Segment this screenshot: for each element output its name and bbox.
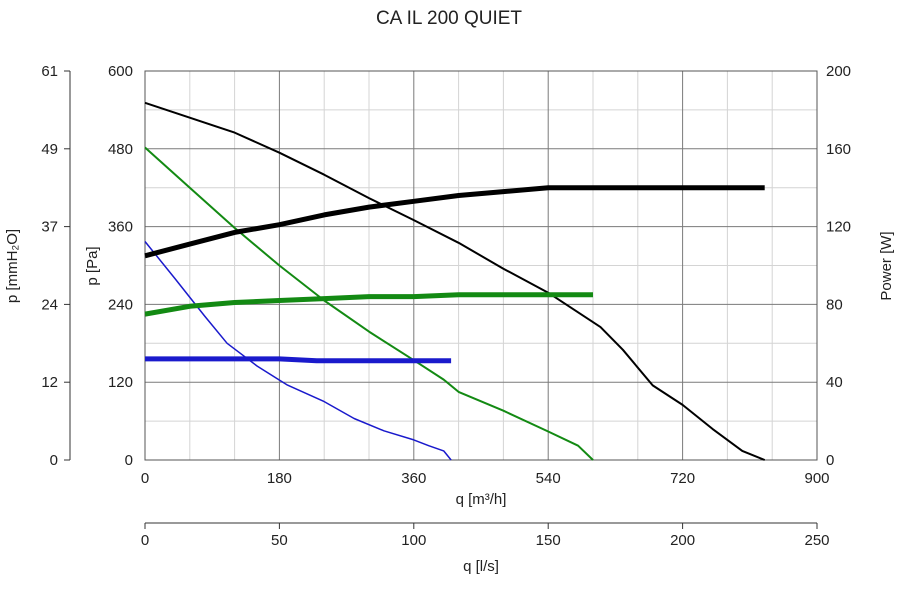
y-tick-label: 0 [125,452,133,469]
series-layer [144,101,766,461]
x2-tick-label: 50 [271,532,288,549]
axes-layer [69,71,817,524]
x2-tick-label: 250 [804,532,829,549]
x2-tick-label: 100 [401,532,426,549]
y-tick-label: 240 [108,296,133,313]
y-right-tick-label: 80 [826,296,843,313]
power-curve-3 [144,185,765,259]
y-outer-tick-label: 61 [41,63,58,80]
y-axis-label: p [Pa] [84,246,101,285]
y-outer-tick-label: 49 [41,141,58,158]
grid-layer [145,71,817,460]
plot-frame [144,70,818,461]
y-right-tick-label: 160 [826,141,851,158]
x2-tick-label: 150 [536,532,561,549]
y-outer-tick-label: 37 [41,219,58,236]
y-right-tick-label: 0 [826,452,834,469]
y-tick-label: 120 [108,374,133,391]
x2-axis-label: q [l/s] [463,558,499,575]
y-tick-label: 360 [108,219,133,236]
x-tick-label: 540 [536,470,561,487]
y-tick-label: 600 [108,63,133,80]
x2-tick-label: 0 [141,532,149,549]
y-right-tick-label: 200 [826,63,851,80]
y-right-tick-label: 40 [826,374,843,391]
y-right-axis-label: Power [W] [878,231,895,300]
y-outer-axis-label: p [mmH₂O] [4,229,21,303]
x-tick-label: 0 [141,470,149,487]
x-axis-label: q [m³/h] [456,491,507,508]
y-outer-tick-label: 0 [50,452,58,469]
x-tick-label: 900 [804,470,829,487]
x-tick-label: 180 [267,470,292,487]
x-tick-label: 360 [401,470,426,487]
pressure-curve-2 [144,241,452,461]
power-curve-5 [145,356,452,364]
y-right-tick-label: 120 [826,219,851,236]
power-curve-4 [144,292,593,317]
x2-tick-label: 200 [670,532,695,549]
y-outer-tick-label: 12 [41,374,58,391]
chart-title: CA IL 200 QUIET [376,8,522,29]
y-outer-tick-label: 24 [41,296,58,313]
y-tick-label: 480 [108,141,133,158]
pressure-curve-0 [144,101,766,461]
x-tick-label: 720 [670,470,695,487]
